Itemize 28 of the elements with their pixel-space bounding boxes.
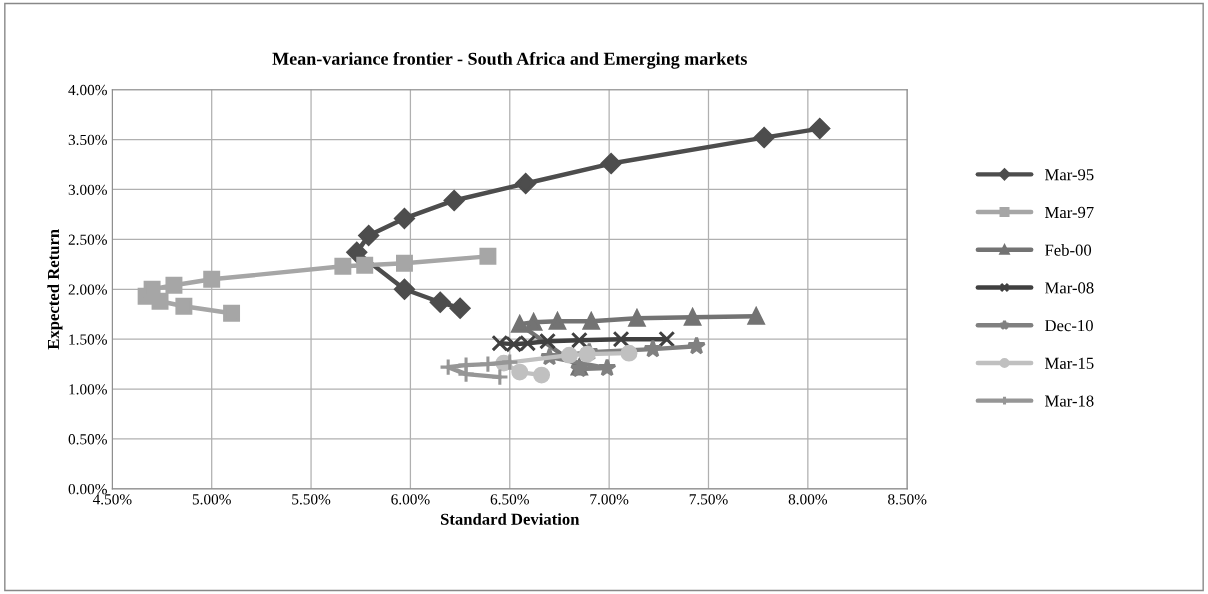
x-tick-label: 6.50% bbox=[490, 494, 529, 505]
chart-title: Mean-variance frontier - South Africa and Emerging markets bbox=[272, 51, 747, 69]
x-tick-label: 5.00% bbox=[192, 494, 231, 505]
y-tick-label: 2.50% bbox=[68, 234, 107, 245]
legend-label: Dec-10 bbox=[1044, 319, 1093, 332]
x-tick-label: 7.00% bbox=[590, 494, 629, 505]
y-tick-label: 0.00% bbox=[68, 484, 107, 495]
y-tick-label: 4.00% bbox=[68, 84, 107, 96]
x-tick-label: 8.00% bbox=[788, 494, 828, 505]
x-tick-label: 4.50% bbox=[92, 494, 132, 505]
y-tick-label: 3.50% bbox=[68, 134, 107, 146]
legend-label: Mar-95 bbox=[1044, 169, 1094, 181]
legend-label: Mar-97 bbox=[1044, 206, 1094, 219]
legend-label: Feb-00 bbox=[1044, 244, 1092, 256]
legend-label: Mar-18 bbox=[1044, 395, 1094, 407]
legend-label: Mar-15 bbox=[1044, 357, 1094, 369]
x-tick-label: 7.50% bbox=[689, 494, 728, 505]
y-tick-label: 0.50% bbox=[68, 434, 107, 445]
y-axis-title: Expected Return bbox=[47, 229, 63, 350]
y-tick-label: 3.00% bbox=[68, 184, 107, 195]
x-axis-title: Standard Deviation bbox=[440, 513, 580, 525]
y-tick-label: 2.00% bbox=[68, 284, 107, 295]
x-tick-label: 5.50% bbox=[292, 494, 331, 505]
x-tick-label: 8.50% bbox=[888, 494, 927, 505]
y-tick-label: 1.00% bbox=[69, 384, 107, 395]
legend-label: Mar-08 bbox=[1044, 282, 1094, 294]
x-tick-label: 6.00% bbox=[391, 494, 430, 505]
y-tick-label: 1.50% bbox=[69, 334, 107, 345]
